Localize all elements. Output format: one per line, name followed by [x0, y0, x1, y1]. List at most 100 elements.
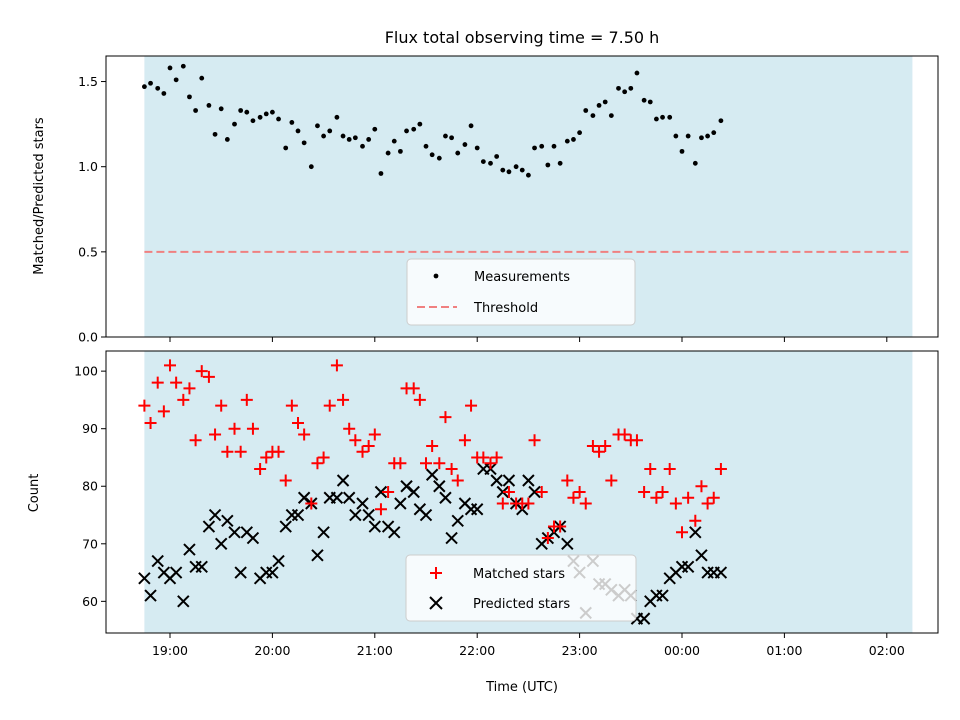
predicted-star-point — [356, 497, 369, 510]
bottom-y-tick-label: 70 — [82, 536, 98, 551]
measurement-point — [352, 135, 358, 141]
predicted-star-point — [656, 589, 669, 602]
measurement-point — [462, 142, 468, 147]
matched-star-point — [157, 405, 170, 418]
matched-star-point — [490, 451, 503, 464]
measurement-point — [660, 114, 665, 120]
legend-threshold-label: Threshold — [473, 301, 538, 316]
bottom-y-tick-label: 100 — [74, 364, 98, 379]
measurement-point — [411, 126, 417, 132]
predicted-star-point — [388, 526, 401, 539]
matched-star-point — [317, 451, 330, 464]
matched-star-point — [240, 393, 253, 406]
top-axes-frame — [105, 55, 939, 338]
predicted-star-point — [202, 520, 216, 533]
bottom-axes: 60 70 80 90 100 19:00 20:00 21:00 22:00 23:00 00:… — [27, 350, 939, 695]
measurement-point — [270, 109, 275, 115]
predicted-star-point — [394, 497, 407, 510]
measurement-point — [187, 94, 192, 100]
measurement-point — [308, 164, 314, 170]
measurement-point — [679, 148, 685, 154]
matched-star-point — [349, 434, 362, 447]
matched-star-point — [579, 497, 592, 510]
matched-star-point — [451, 474, 464, 487]
measurement-point — [301, 140, 307, 146]
bottom-y-tick-label: 80 — [82, 479, 98, 494]
predicted-star-point — [144, 589, 157, 602]
measurement-point — [634, 70, 640, 76]
measurement-point — [641, 97, 647, 103]
top-y-ticks: 0.0 0.5 1.0 1.5 — [78, 74, 106, 345]
matched-star-point — [663, 462, 676, 475]
measurement-point — [224, 137, 230, 142]
matched-star-point — [298, 428, 311, 441]
matched-star-point — [311, 457, 324, 470]
matched-star-point — [502, 486, 515, 498]
measurement-point — [545, 162, 551, 168]
measurement-point — [685, 133, 691, 139]
matched-star-point — [465, 399, 478, 412]
predicted-star-point — [214, 537, 228, 551]
predicted-star-point — [195, 560, 208, 574]
legend-matched-marker — [430, 567, 442, 579]
measurement-point — [590, 113, 596, 119]
matched-star-point — [362, 439, 375, 452]
x-tick-label: 20:00 — [254, 643, 290, 658]
matched-star-point — [260, 451, 273, 464]
measurement-point — [238, 108, 244, 113]
predicted-star-point — [714, 566, 728, 579]
measurement-point — [564, 138, 570, 144]
measurement-point — [346, 137, 352, 142]
predicted-star-point — [425, 468, 439, 481]
matched-star-point — [407, 382, 420, 395]
predicted-stars-series — [138, 462, 728, 625]
predicted-star-point — [407, 485, 420, 499]
matched-star-point — [195, 365, 208, 378]
matched-star-point — [323, 399, 336, 412]
matched-star-point — [554, 520, 567, 533]
measurement-point — [539, 143, 545, 149]
matched-star-point — [701, 497, 714, 510]
predicted-star-point — [151, 554, 164, 568]
measurement-point — [206, 102, 212, 108]
predicted-star-point — [291, 508, 305, 522]
predicted-star-point — [433, 480, 446, 493]
measurement-point — [455, 150, 461, 156]
measurement-point — [193, 108, 199, 113]
matched-star-point — [330, 359, 343, 372]
matched-star-point — [638, 486, 651, 498]
matched-star-point — [541, 532, 554, 545]
predicted-star-point — [336, 474, 350, 487]
measurement-point — [647, 99, 653, 105]
matched-star-point — [599, 439, 612, 452]
matched-star-point — [183, 382, 196, 395]
measurement-point — [616, 85, 621, 91]
matched-star-point — [477, 451, 490, 464]
matched-star-point — [413, 393, 426, 406]
measurement-point — [718, 118, 724, 124]
matched-star-point — [695, 480, 708, 493]
matched-star-point — [394, 457, 407, 470]
measurement-point — [289, 120, 295, 125]
measurement-point — [692, 160, 698, 166]
measurement-point — [583, 108, 589, 113]
top-x-ticks — [169, 337, 888, 342]
measurement-point — [500, 167, 506, 173]
x-tick-label: 02:00 — [869, 643, 905, 658]
legend-measurements-marker — [433, 273, 439, 279]
measurement-point — [532, 145, 537, 151]
matched-star-point — [144, 416, 157, 429]
legend-predicted-marker — [429, 596, 443, 610]
matched-star-point — [689, 514, 702, 527]
measurement-point — [705, 133, 710, 139]
measurement-point — [372, 126, 378, 132]
measurement-point — [488, 160, 493, 166]
measurement-point — [571, 137, 576, 142]
matched-star-point — [458, 434, 471, 447]
predicted-star-point — [561, 537, 574, 551]
matched-star-point — [561, 474, 574, 487]
legend-predicted-label: Predicted stars — [473, 597, 570, 612]
bottom-y-tick-label: 90 — [82, 421, 98, 436]
predicted-star-point — [221, 514, 234, 527]
